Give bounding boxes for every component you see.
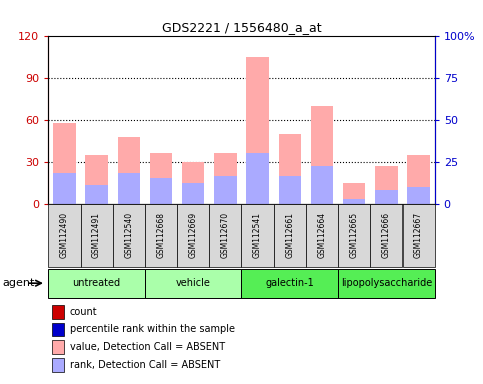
Bar <box>209 204 242 267</box>
Bar <box>52 340 64 354</box>
Bar <box>117 137 140 204</box>
Bar <box>48 269 145 298</box>
Bar <box>81 204 113 267</box>
Text: GSM112670: GSM112670 <box>221 212 230 258</box>
Text: GSM112668: GSM112668 <box>156 212 166 258</box>
Bar <box>242 204 274 267</box>
Bar <box>214 154 237 204</box>
Bar <box>85 185 108 204</box>
Bar <box>85 155 108 204</box>
Bar <box>311 166 333 204</box>
Bar <box>113 204 145 267</box>
Bar <box>407 187 430 204</box>
Title: GDS2221 / 1556480_a_at: GDS2221 / 1556480_a_at <box>162 21 321 34</box>
Bar <box>407 155 430 204</box>
Bar <box>182 183 204 204</box>
Text: untreated: untreated <box>72 278 121 288</box>
Bar <box>306 204 338 267</box>
Bar <box>246 57 269 204</box>
Bar <box>117 173 140 204</box>
Bar <box>246 154 269 204</box>
Bar <box>150 154 172 204</box>
Text: GSM112669: GSM112669 <box>189 212 198 258</box>
Bar <box>279 134 301 204</box>
Bar <box>338 269 435 298</box>
Text: GSM112491: GSM112491 <box>92 212 101 258</box>
Text: value, Detection Call = ABSENT: value, Detection Call = ABSENT <box>70 342 225 352</box>
Text: GSM112661: GSM112661 <box>285 212 294 258</box>
Text: GSM112666: GSM112666 <box>382 212 391 258</box>
Bar <box>48 204 81 267</box>
Text: galectin-1: galectin-1 <box>266 278 314 288</box>
Bar <box>52 323 64 336</box>
Bar <box>370 204 402 267</box>
Bar <box>375 166 398 204</box>
Bar <box>279 176 301 204</box>
Text: lipopolysaccharide: lipopolysaccharide <box>341 278 432 288</box>
Text: agent: agent <box>2 278 35 288</box>
Bar <box>242 269 338 298</box>
Bar <box>343 183 366 204</box>
Bar <box>274 204 306 267</box>
Text: GSM112664: GSM112664 <box>317 212 327 258</box>
Bar <box>402 204 435 267</box>
Text: GSM112490: GSM112490 <box>60 212 69 258</box>
Bar <box>53 173 76 204</box>
Bar <box>53 123 76 204</box>
Bar <box>338 204 370 267</box>
Text: GSM112540: GSM112540 <box>124 212 133 258</box>
Bar <box>311 106 333 204</box>
Bar <box>145 269 242 298</box>
Text: rank, Detection Call = ABSENT: rank, Detection Call = ABSENT <box>70 360 220 370</box>
Text: percentile rank within the sample: percentile rank within the sample <box>70 324 235 334</box>
Text: GSM112541: GSM112541 <box>253 212 262 258</box>
Text: vehicle: vehicle <box>176 278 211 288</box>
Bar <box>52 305 64 319</box>
Text: count: count <box>70 307 97 317</box>
Bar <box>177 204 209 267</box>
Text: GSM112667: GSM112667 <box>414 212 423 258</box>
Bar <box>214 176 237 204</box>
Bar <box>343 199 366 204</box>
Bar <box>375 190 398 204</box>
Bar <box>52 358 64 372</box>
Bar <box>182 162 204 204</box>
Text: GSM112665: GSM112665 <box>350 212 359 258</box>
Bar <box>150 179 172 204</box>
Bar <box>145 204 177 267</box>
